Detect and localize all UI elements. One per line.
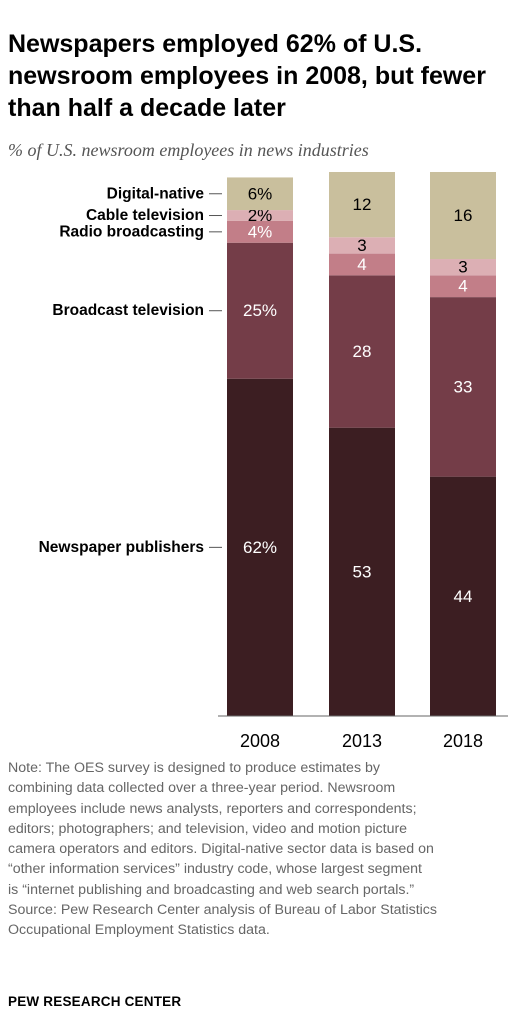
data-label: 6% xyxy=(248,184,273,203)
chart-note: Note: The OES survey is designed to prod… xyxy=(8,758,513,941)
bottom-rule xyxy=(0,1018,518,1023)
data-label: 16 xyxy=(454,206,473,225)
data-label: 25% xyxy=(243,301,277,320)
bar-segment-radio-broadcasting-2008 xyxy=(227,220,293,243)
data-label: 2% xyxy=(248,206,273,225)
stacked-bar-chart: 62%25%4%2%6%2008532843122013443343162018… xyxy=(39,172,508,751)
note-line: Occupational Employment Statistics data. xyxy=(8,922,270,939)
pew-research-center-logo: PEW RESEARCH CENTER xyxy=(8,994,182,1009)
bar-segment-digital-native-2018 xyxy=(430,172,496,260)
bar-segment-newspaper-publishers-2018 xyxy=(430,476,496,716)
bar-segment-cable-television-2018 xyxy=(430,259,496,276)
bar-segment-digital-native-2013 xyxy=(329,172,395,238)
note-line: Note: The OES survey is designed to prod… xyxy=(8,760,380,776)
note-line: camera operators and editors. Digital-na… xyxy=(8,841,434,858)
data-label: 44 xyxy=(454,587,473,606)
data-label: 4 xyxy=(458,277,467,296)
x-tick-label: 2008 xyxy=(240,731,280,751)
data-label: 3 xyxy=(458,258,467,277)
bar-segment-newspaper-publishers-2008 xyxy=(227,378,293,716)
bar-segment-cable-television-2013 xyxy=(329,237,395,254)
bar-segment-broadcast-television-2013 xyxy=(329,275,395,428)
note-line: editors; photographers; and television, … xyxy=(8,820,408,837)
top-rule xyxy=(0,0,518,4)
bar-segment-radio-broadcasting-2018 xyxy=(430,275,496,298)
bar-segment-newspaper-publishers-2013 xyxy=(329,427,395,716)
data-label: 28 xyxy=(353,342,372,361)
data-label: 33 xyxy=(454,377,473,396)
bar-segment-digital-native-2008 xyxy=(227,177,293,211)
data-label: 4 xyxy=(357,255,366,274)
bar-segment-broadcast-television-2018 xyxy=(430,297,496,477)
note-line: Source: Pew Research Center analysis of … xyxy=(8,902,437,919)
x-tick-label: 2018 xyxy=(443,731,483,751)
bar-segment-radio-broadcasting-2013 xyxy=(329,253,395,276)
chart-title: Newspapers employed 62% of U.S. newsroom… xyxy=(8,30,486,122)
legend-label-digital-native: Digital-native xyxy=(107,185,205,202)
legend-label-radio-broadcasting: Radio broadcasting xyxy=(59,223,204,240)
data-label: 53 xyxy=(353,562,372,581)
legend-label-broadcast-television: Broadcast television xyxy=(52,302,204,319)
data-label: 4% xyxy=(248,222,273,241)
data-label: 62% xyxy=(243,538,277,557)
chart-subtitle: % of U.S. newsroom employees in news ind… xyxy=(8,140,369,160)
legend-label-newspaper-publishers: Newspaper publishers xyxy=(39,539,204,556)
bar-segment-broadcast-television-2008 xyxy=(227,242,293,379)
note-line: is “internet publishing and broadcasting… xyxy=(8,881,415,898)
note-line: “other information services” industry co… xyxy=(8,861,422,878)
legend-label-cable-television: Cable television xyxy=(86,207,204,224)
note-line: combining data collected over a three-ye… xyxy=(8,780,396,797)
data-label: 3 xyxy=(357,236,366,255)
x-tick-label: 2013 xyxy=(342,731,382,751)
bar-segment-cable-television-2008 xyxy=(227,210,293,221)
data-label: 12 xyxy=(353,195,372,214)
note-line: employees include news analysts, reporte… xyxy=(8,800,417,817)
